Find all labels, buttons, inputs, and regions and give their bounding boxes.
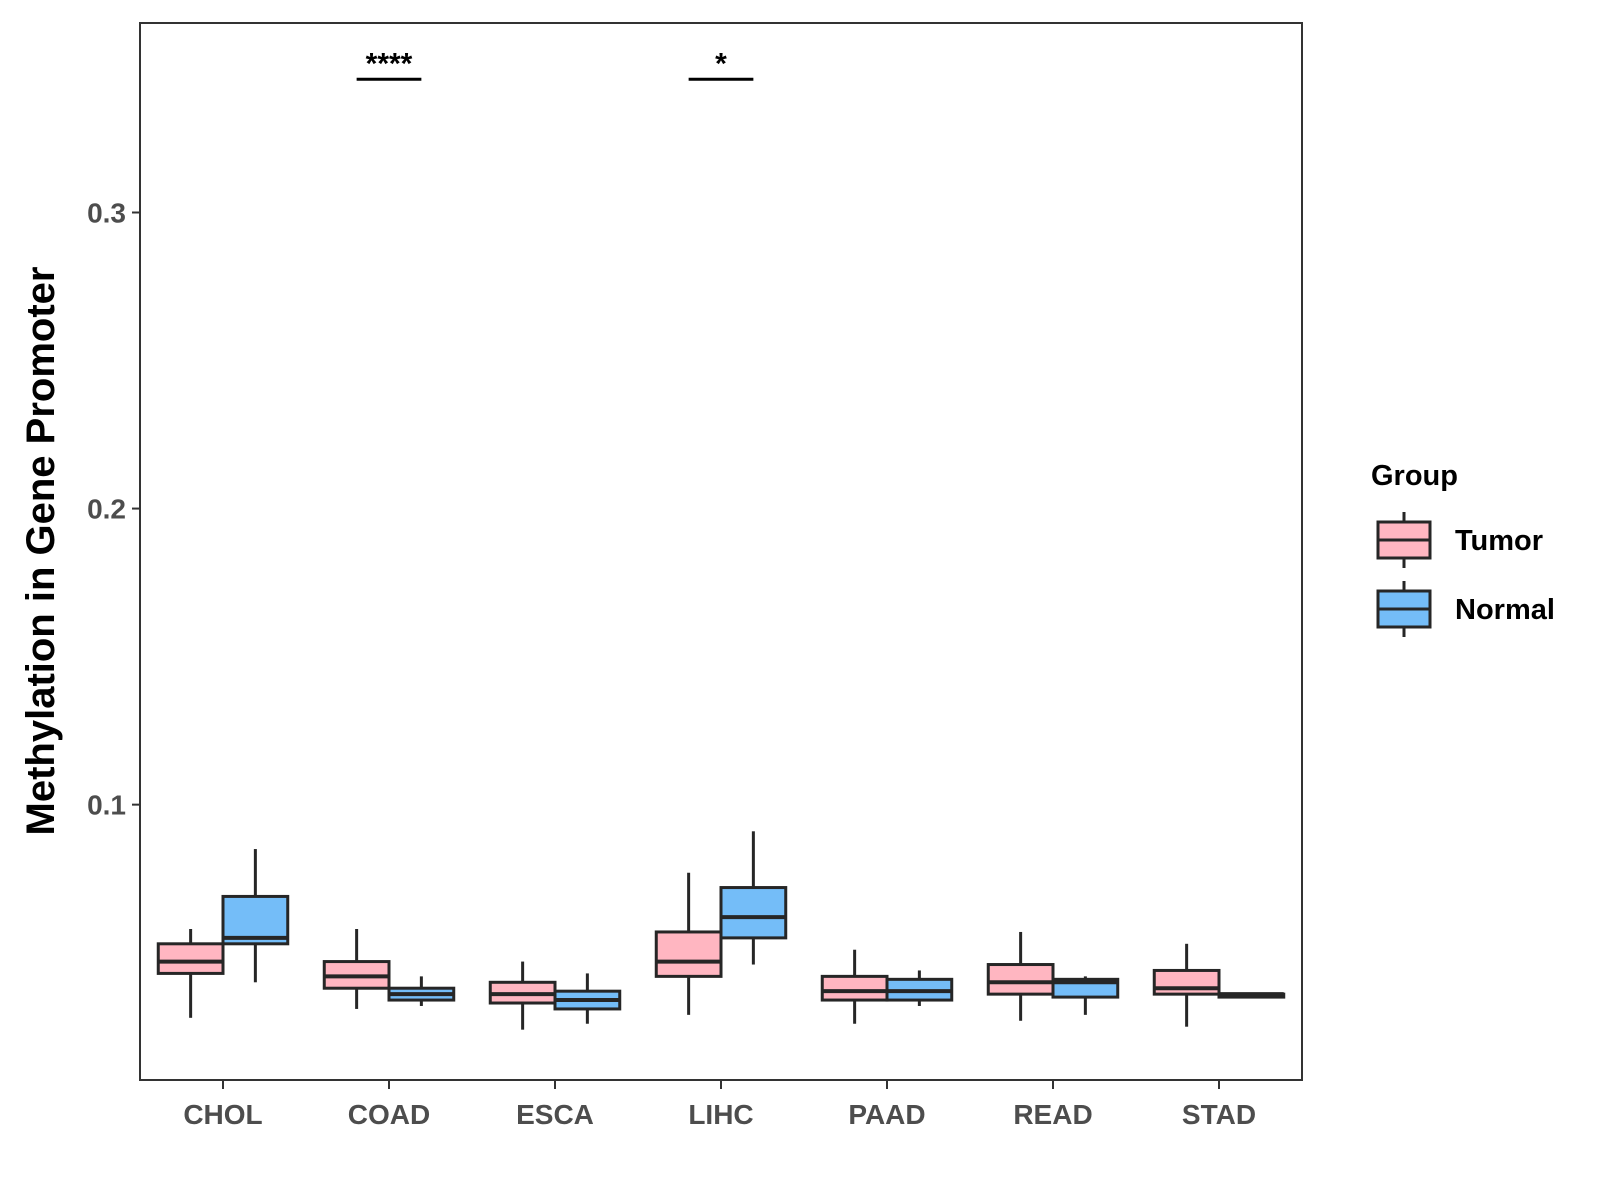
- legend-label: Normal: [1455, 594, 1555, 626]
- significance-lihc: *: [688, 47, 754, 81]
- x-axis: CHOL COAD ESCA LIHC PAAD READ STAD: [183, 1080, 1256, 1130]
- x-tick-label: COAD: [348, 1099, 430, 1130]
- box-body: [719, 886, 788, 940]
- box-tumor-lihc: [654, 872, 723, 1015]
- x-tick-label: READ: [1013, 1099, 1092, 1130]
- x-tick-label: PAAD: [848, 1099, 925, 1130]
- legend-label: Tumor: [1455, 525, 1543, 557]
- y-tick-label: 0.1: [87, 790, 126, 821]
- legend-item-tumor: Tumor: [1376, 512, 1543, 568]
- box-tumor-read: [986, 931, 1055, 1021]
- box-normal-lihc: [719, 831, 788, 965]
- legend: Group Tumor Normal: [1371, 460, 1555, 637]
- box-tumor-stad: [1152, 943, 1221, 1027]
- x-tick-label: ESCA: [516, 1099, 594, 1130]
- boxes-layer: [156, 831, 1286, 1030]
- significance-annotations: **** *: [356, 47, 754, 81]
- box-body: [654, 930, 723, 978]
- legend-item-normal: Normal: [1376, 581, 1555, 637]
- significance-label: ****: [366, 47, 413, 80]
- box-body: [156, 942, 225, 975]
- legend-title: Group: [1371, 460, 1458, 492]
- box-tumor-coad: [322, 929, 391, 1009]
- box-normal-chol: [221, 849, 290, 983]
- box-body: [986, 963, 1055, 996]
- box-normal-stad: [1217, 992, 1286, 999]
- significance-label: *: [715, 47, 727, 80]
- y-axis-title: Methylation in Gene Promoter: [19, 267, 63, 836]
- y-axis: 0.1 0.2 0.3: [87, 197, 140, 821]
- box-tumor-chol: [156, 929, 225, 1018]
- x-tick-label: LIHC: [688, 1099, 753, 1130]
- box-body: [1152, 968, 1221, 996]
- y-tick-label: 0.2: [87, 494, 126, 525]
- significance-coad: ****: [356, 47, 422, 81]
- box-normal-esca: [553, 973, 622, 1024]
- box-normal-read: [1051, 976, 1120, 1015]
- box-body: [820, 974, 889, 1002]
- box-normal-paad: [885, 970, 954, 1006]
- x-tick-label: CHOL: [183, 1099, 262, 1130]
- box-normal-coad: [387, 976, 456, 1006]
- x-tick-label: STAD: [1182, 1099, 1256, 1130]
- y-tick-label: 0.3: [87, 197, 126, 228]
